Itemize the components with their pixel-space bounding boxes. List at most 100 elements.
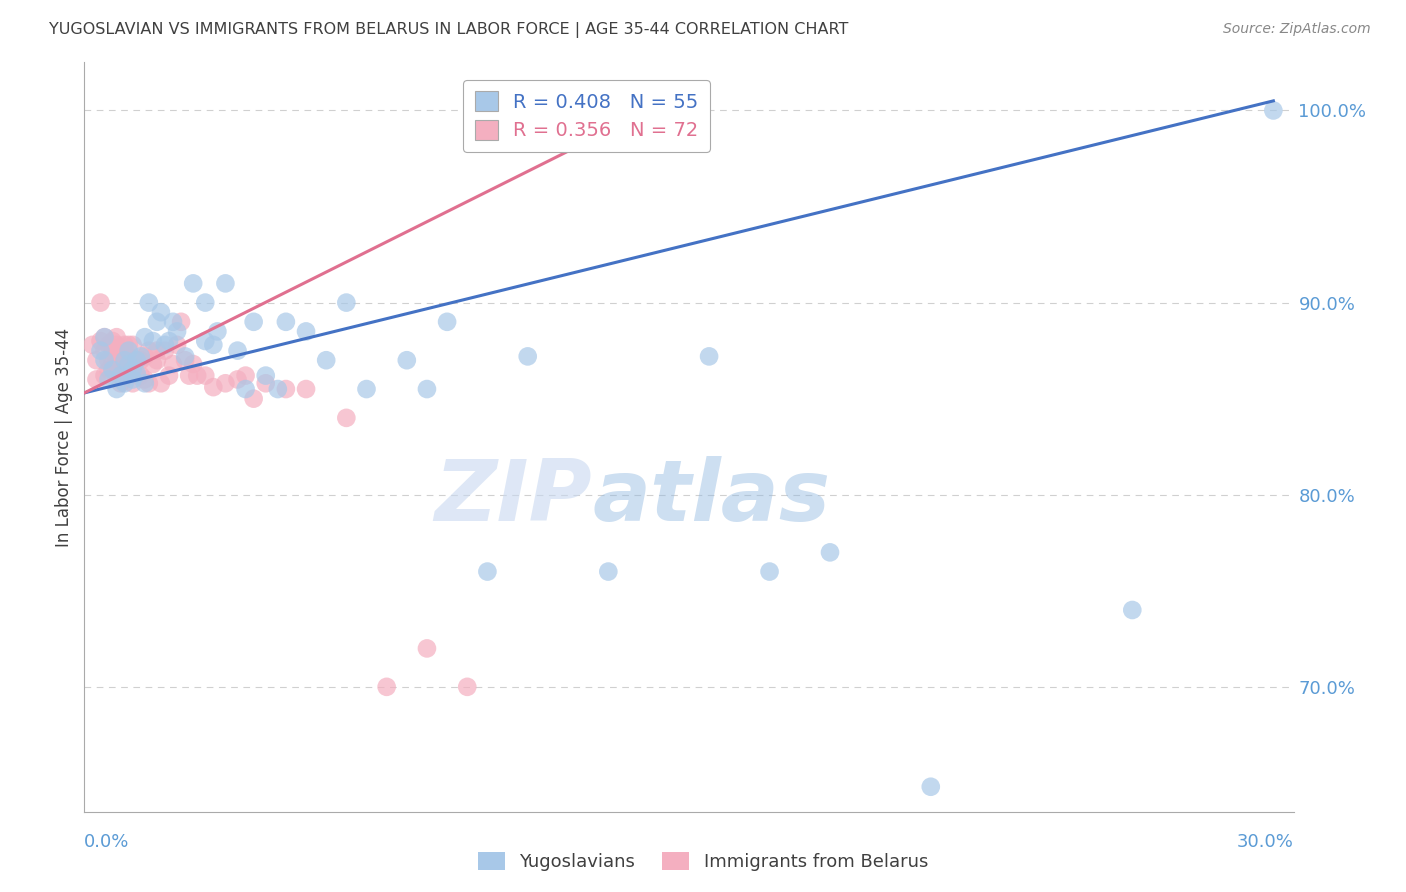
Point — [86, 353, 108, 368]
Point — [818, 545, 841, 559]
Point — [456, 680, 478, 694]
Point — [93, 343, 115, 358]
Point — [125, 368, 148, 383]
Point — [174, 353, 197, 368]
Point — [125, 367, 148, 381]
Point — [125, 353, 148, 368]
Point — [105, 363, 128, 377]
Point — [93, 330, 115, 344]
Point — [242, 315, 264, 329]
Point — [235, 368, 257, 383]
Point — [758, 565, 780, 579]
Point — [142, 357, 165, 371]
Point — [153, 343, 176, 358]
Point — [121, 363, 143, 377]
Point — [110, 368, 132, 383]
Point — [118, 338, 141, 352]
Point — [181, 357, 204, 371]
Point — [194, 295, 217, 310]
Point — [105, 330, 128, 344]
Point — [194, 368, 217, 383]
Point — [138, 376, 160, 391]
Point — [174, 350, 197, 364]
Point — [166, 325, 188, 339]
Text: YUGOSLAVIAN VS IMMIGRANTS FROM BELARUS IN LABOR FORCE | AGE 35-44 CORRELATION CH: YUGOSLAVIAN VS IMMIGRANTS FROM BELARUS I… — [49, 22, 849, 38]
Point — [118, 350, 141, 364]
Point — [267, 382, 290, 396]
Point — [254, 376, 277, 391]
Point — [202, 338, 225, 352]
Point — [134, 350, 156, 364]
Point — [114, 353, 136, 368]
Point — [166, 338, 188, 352]
Point — [118, 368, 141, 383]
Text: Source: ZipAtlas.com: Source: ZipAtlas.com — [1223, 22, 1371, 37]
Point — [179, 368, 201, 383]
Point — [101, 353, 124, 368]
Point — [416, 382, 439, 396]
Text: atlas: atlas — [592, 456, 831, 539]
Point — [186, 368, 208, 383]
Point — [202, 380, 225, 394]
Point — [121, 376, 143, 391]
Point — [295, 382, 318, 396]
Point — [149, 305, 172, 319]
Point — [110, 343, 132, 358]
Point — [97, 338, 120, 352]
Point — [226, 372, 249, 386]
Point — [516, 350, 538, 364]
Point — [134, 376, 156, 391]
Point — [82, 338, 104, 352]
Point — [97, 372, 120, 386]
Point — [105, 382, 128, 396]
Point — [114, 376, 136, 391]
Point — [110, 368, 132, 383]
Point — [295, 325, 318, 339]
Point — [162, 357, 184, 371]
Point — [129, 353, 152, 368]
Point — [254, 368, 277, 383]
Point — [226, 343, 249, 358]
Point — [93, 353, 115, 368]
Point — [129, 350, 152, 364]
Point — [118, 343, 141, 358]
Point — [375, 680, 398, 694]
Point — [93, 330, 115, 344]
Point — [477, 565, 499, 579]
Point — [658, 103, 681, 118]
Point — [118, 357, 141, 371]
Point — [101, 343, 124, 358]
Point — [89, 334, 111, 348]
Point — [101, 334, 124, 348]
Point — [129, 368, 152, 383]
Point — [1263, 103, 1285, 118]
Point — [114, 338, 136, 352]
Point — [274, 315, 297, 329]
Point — [138, 343, 160, 358]
Point — [114, 363, 136, 377]
Point — [97, 353, 120, 368]
Point — [214, 376, 236, 391]
Point — [86, 372, 108, 386]
Point — [315, 353, 337, 368]
Legend: Yugoslavians, Immigrants from Belarus: Yugoslavians, Immigrants from Belarus — [471, 845, 935, 879]
Point — [416, 641, 439, 656]
Point — [153, 338, 176, 352]
Point — [110, 357, 132, 371]
Point — [89, 343, 111, 358]
Point — [101, 363, 124, 377]
Point — [146, 353, 169, 368]
Point — [97, 363, 120, 377]
Point — [105, 353, 128, 368]
Point — [598, 565, 620, 579]
Point — [149, 376, 172, 391]
Point — [162, 315, 184, 329]
Point — [146, 315, 169, 329]
Point — [121, 363, 143, 377]
Point — [920, 780, 942, 794]
Point — [356, 382, 378, 396]
Point — [114, 353, 136, 368]
Legend: R = 0.408   N = 55, R = 0.356   N = 72: R = 0.408 N = 55, R = 0.356 N = 72 — [463, 79, 710, 152]
Point — [170, 315, 193, 329]
Point — [335, 410, 357, 425]
